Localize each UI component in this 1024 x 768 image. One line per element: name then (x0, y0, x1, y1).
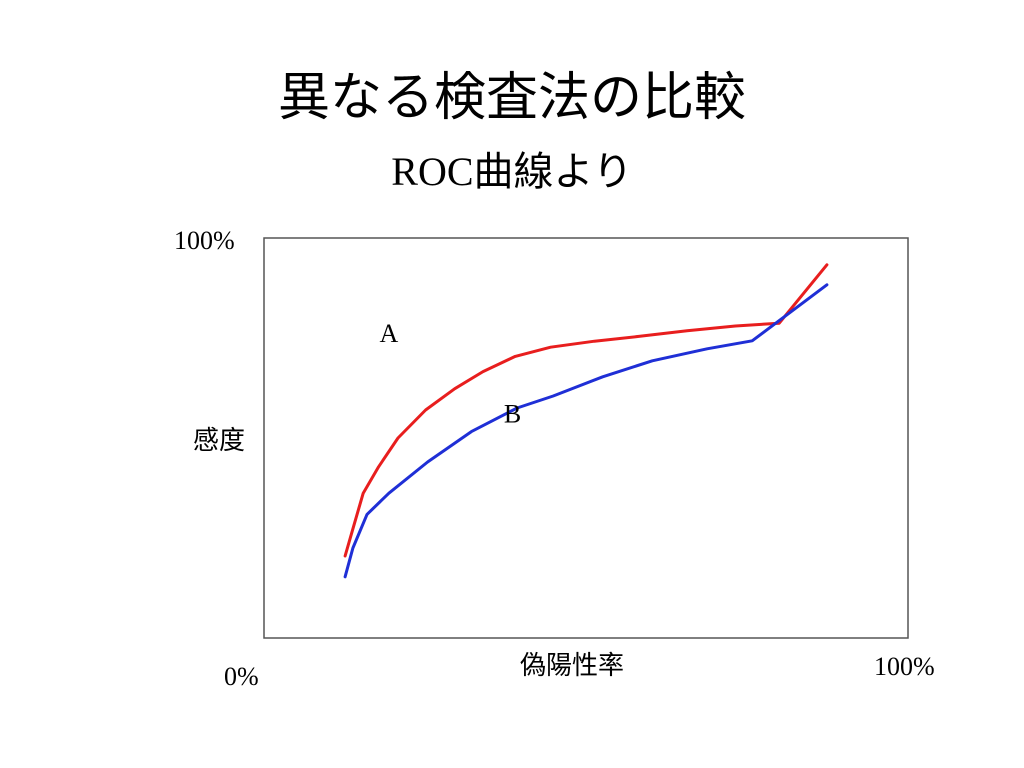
annotation-layer: AB (380, 319, 522, 428)
series-line-b (343, 283, 829, 579)
x-tick-label-max: 100% (874, 652, 935, 681)
slide-title: 異なる検査法の比較 (277, 68, 746, 128)
slide-subtitle: ROC曲線より (391, 149, 633, 194)
x-tick-label-min: 0% (224, 662, 259, 691)
curve-label-a: A (380, 319, 399, 348)
curve-label-b: B (504, 399, 521, 428)
series-layer (343, 263, 829, 579)
plot-frame (263, 237, 909, 639)
y-axis-label: 感度 (193, 426, 246, 456)
x-axis-label: 偽陽性率 (520, 651, 625, 681)
series-line-a (343, 263, 829, 558)
y-tick-label-max: 100% (174, 226, 235, 255)
